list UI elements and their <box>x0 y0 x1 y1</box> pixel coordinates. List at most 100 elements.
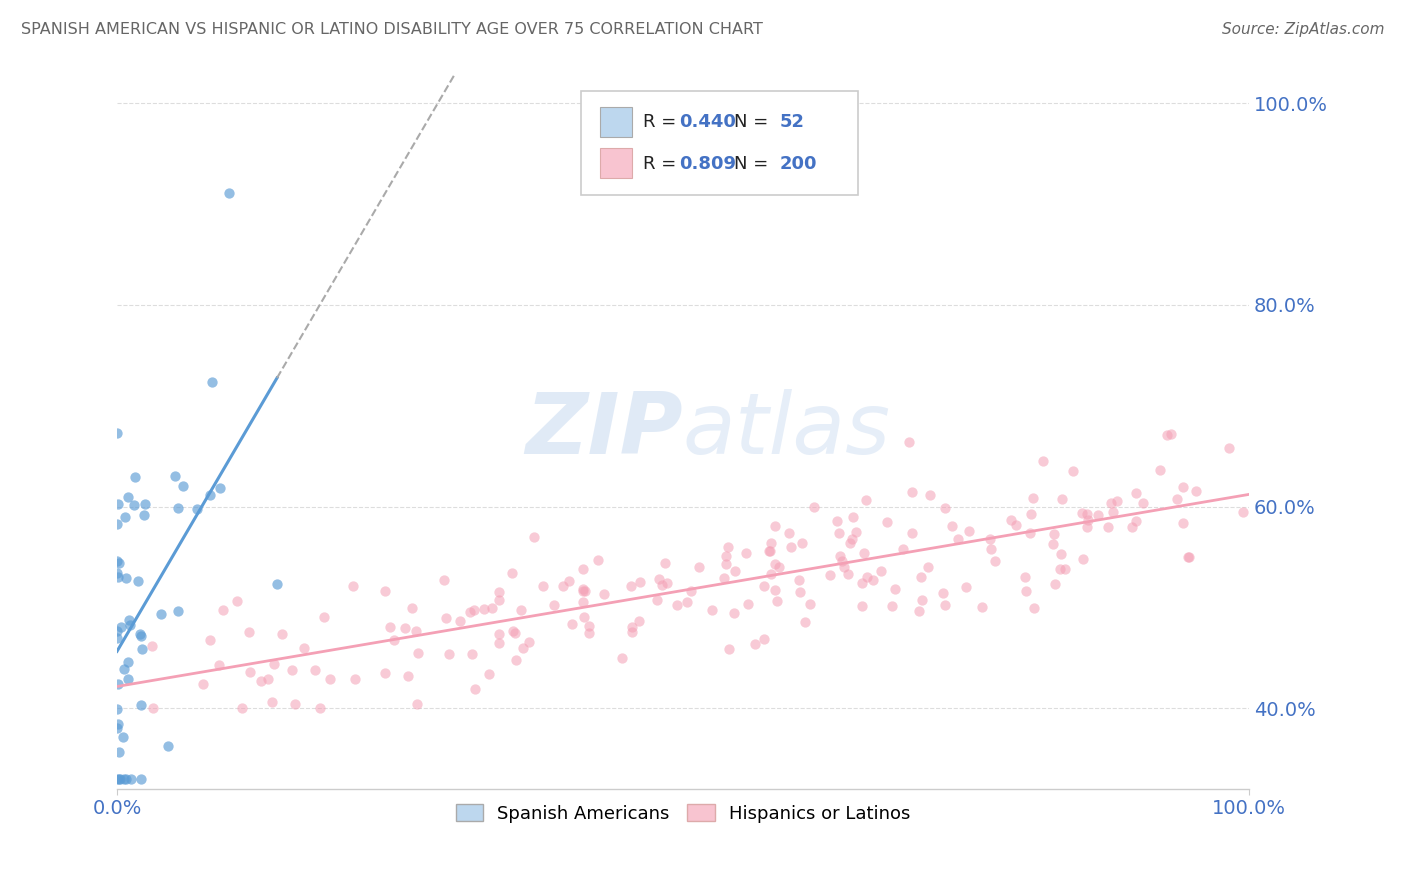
Point <box>105 702 128 716</box>
Point <box>1102 505 1125 519</box>
Point <box>108 772 131 786</box>
Point <box>907 604 929 618</box>
Point <box>551 579 574 593</box>
Point <box>572 583 595 598</box>
Point <box>1077 513 1099 527</box>
Point <box>124 469 146 483</box>
Point <box>200 632 222 647</box>
Point <box>869 564 891 578</box>
Point <box>1132 495 1154 509</box>
Point <box>503 626 526 640</box>
Point <box>167 500 190 515</box>
Point <box>107 497 129 511</box>
Point <box>141 640 163 654</box>
Point <box>1125 485 1147 500</box>
Point <box>1070 506 1092 520</box>
Point <box>266 576 288 591</box>
Point <box>1218 441 1240 455</box>
Point <box>512 640 534 655</box>
Point <box>114 571 136 585</box>
Point <box>572 595 595 609</box>
Point <box>122 498 145 512</box>
Point <box>231 701 253 715</box>
Point <box>571 562 593 576</box>
Point <box>132 508 155 522</box>
Point <box>1177 550 1199 565</box>
Point <box>105 517 128 532</box>
Point <box>1054 562 1077 576</box>
Point <box>737 597 759 611</box>
Point <box>510 603 533 617</box>
Point <box>790 535 813 549</box>
Point <box>714 557 737 571</box>
Point <box>799 597 821 611</box>
Point <box>120 617 142 632</box>
Point <box>304 663 326 677</box>
Point <box>827 515 849 529</box>
Point <box>759 566 782 581</box>
Point <box>434 611 457 625</box>
Text: 52: 52 <box>779 113 804 131</box>
Point <box>1042 537 1064 551</box>
Point <box>405 624 427 639</box>
Point <box>191 677 214 691</box>
Point <box>263 657 285 671</box>
Point <box>957 524 980 539</box>
Point <box>780 541 803 555</box>
Point <box>488 584 510 599</box>
Point <box>828 549 851 564</box>
Text: R =: R = <box>644 155 682 173</box>
Text: 0.440: 0.440 <box>679 113 737 131</box>
Point <box>543 598 565 612</box>
Point <box>1160 426 1182 441</box>
Point <box>1005 518 1028 533</box>
Point <box>744 636 766 650</box>
Point <box>105 553 128 567</box>
Point <box>612 651 634 665</box>
Point <box>114 509 136 524</box>
Point <box>523 530 546 544</box>
Point <box>502 624 524 638</box>
Point <box>201 376 224 390</box>
Text: N =: N = <box>734 155 773 173</box>
Point <box>437 648 460 662</box>
Point <box>406 697 429 711</box>
Point <box>112 731 135 745</box>
Text: ZIP: ZIP <box>526 390 683 473</box>
Point <box>488 593 510 607</box>
Point <box>1071 552 1094 566</box>
Point <box>934 500 956 515</box>
FancyBboxPatch shape <box>581 91 859 194</box>
Point <box>882 599 904 613</box>
Point <box>681 584 703 599</box>
Text: atlas: atlas <box>683 390 891 473</box>
Point <box>1019 508 1042 522</box>
Point <box>107 716 129 731</box>
Point <box>218 186 240 201</box>
Point <box>129 627 152 641</box>
Point <box>700 603 723 617</box>
Point <box>107 676 129 690</box>
Point <box>828 525 851 540</box>
Point <box>117 490 139 504</box>
Point <box>675 595 697 609</box>
Point <box>127 574 149 589</box>
Point <box>648 572 671 586</box>
Point <box>114 772 136 786</box>
Point <box>163 469 186 483</box>
Point <box>754 579 776 593</box>
Point <box>803 500 825 514</box>
Point <box>198 488 221 502</box>
Point <box>314 610 336 624</box>
Point <box>713 571 735 585</box>
Point <box>271 627 294 641</box>
Point <box>837 567 859 582</box>
Point <box>105 566 128 580</box>
Point <box>463 603 485 617</box>
Point <box>980 542 1002 557</box>
Point <box>1043 577 1066 591</box>
Point <box>114 772 136 786</box>
Point <box>105 632 128 646</box>
Point <box>384 632 406 647</box>
Point <box>789 585 811 599</box>
